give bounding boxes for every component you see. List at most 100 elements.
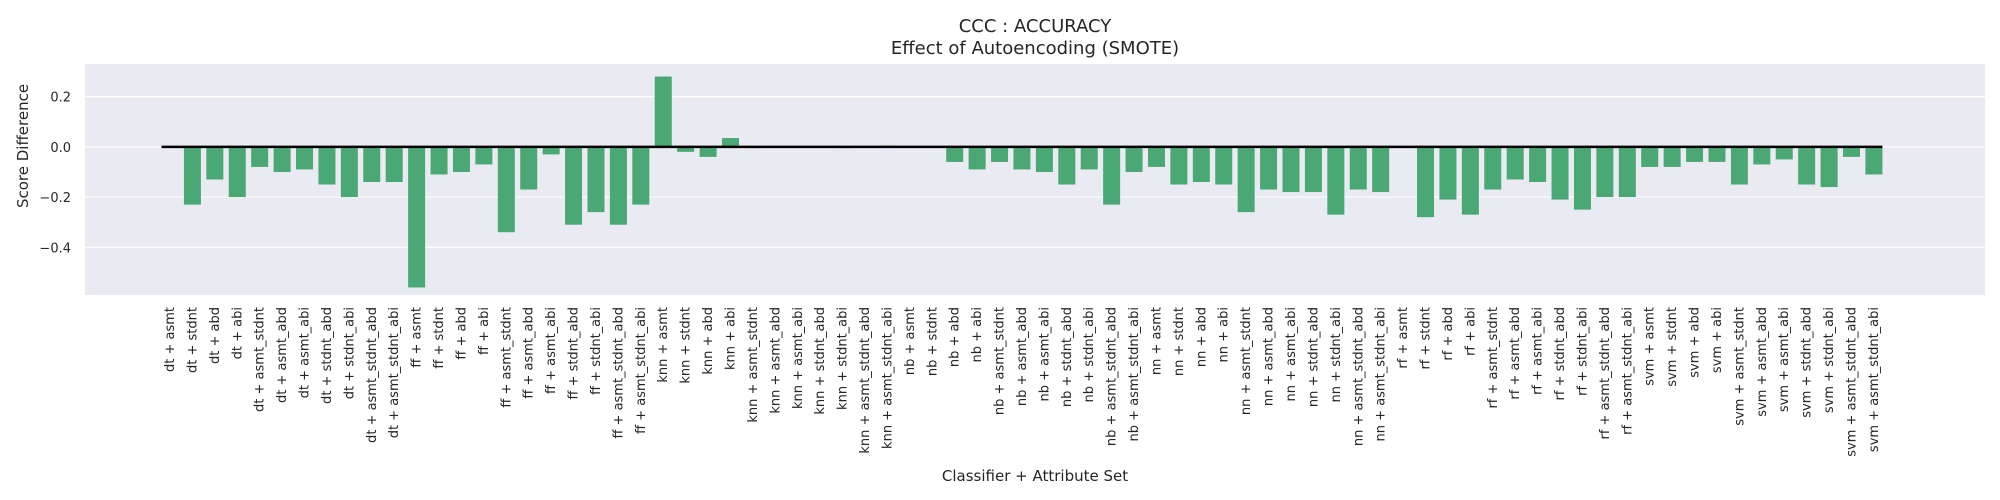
y-tick-label: −0.4 bbox=[39, 241, 71, 256]
bar bbox=[1730, 146, 1748, 185]
x-tick-label: ff + abd bbox=[454, 307, 469, 360]
bar bbox=[452, 146, 470, 172]
x-tick-label: nb + abi bbox=[970, 307, 985, 362]
x-tick-label: nb + asmt_stdnt_abi bbox=[1127, 307, 1142, 441]
bars bbox=[161, 76, 1883, 288]
x-axis-label: Classifier + Attribute Set bbox=[942, 467, 1128, 485]
x-tick-label: rf + asmt_abi bbox=[1531, 307, 1546, 395]
bar bbox=[1237, 146, 1255, 213]
bar bbox=[385, 146, 403, 183]
bar bbox=[1192, 146, 1210, 183]
bar bbox=[1506, 146, 1524, 180]
bar bbox=[1596, 146, 1614, 198]
bar bbox=[1641, 146, 1659, 167]
x-tick-label: knn + stdnt_abd bbox=[813, 307, 828, 415]
x-tick-label: dt + asmt_abi bbox=[298, 307, 313, 398]
x-tick-label: nn + stdnt bbox=[1172, 307, 1187, 376]
x-tick-label: knn + asmt_abi bbox=[791, 307, 806, 409]
bar bbox=[340, 146, 358, 198]
x-tick-label: svm + asmt_stdnt bbox=[1732, 307, 1747, 426]
x-tick-label: knn + asmt_stdnt_abd bbox=[858, 307, 873, 454]
x-tick-label: rf + abd bbox=[1441, 307, 1456, 361]
chart-subtitle: Effect of Autoencoding (SMOTE) bbox=[891, 38, 1179, 59]
bar bbox=[497, 146, 515, 233]
x-tick-label: svm + stdnt_abi bbox=[1822, 307, 1837, 413]
x-tick-label: dt + asmt_stdnt_abi bbox=[387, 307, 402, 438]
bar bbox=[318, 146, 336, 185]
x-tick-label: nn + asmt_abd bbox=[1262, 307, 1277, 406]
x-tick-label: ff + stdnt_abd bbox=[567, 307, 582, 400]
bar bbox=[1103, 146, 1121, 205]
bar bbox=[1349, 146, 1367, 190]
bar bbox=[430, 146, 448, 175]
bar bbox=[1013, 146, 1031, 170]
bar bbox=[520, 146, 538, 190]
bar bbox=[1484, 146, 1502, 190]
x-tick-label: svm + abd bbox=[1688, 307, 1703, 378]
bar bbox=[183, 146, 201, 205]
bar bbox=[722, 138, 739, 147]
bar bbox=[1170, 146, 1188, 185]
x-tick-label: nn + asmt_stdnt_abi bbox=[1374, 307, 1389, 441]
x-tick-label: ff + asmt_stdnt bbox=[499, 307, 514, 408]
x-tick-label: svm + asmt_abd bbox=[1755, 307, 1770, 417]
x-tick-label: knn + asmt_stdnt bbox=[746, 307, 761, 423]
bar bbox=[1663, 146, 1681, 167]
bar bbox=[1529, 146, 1547, 183]
x-tick-label: rf + asmt_stdnt bbox=[1486, 307, 1501, 409]
x-tick-label: dt + stdnt_abi bbox=[342, 307, 357, 399]
x-tick-label: nb + asmt_abd bbox=[1015, 307, 1030, 406]
x-tick-label: svm + abi bbox=[1710, 307, 1725, 373]
x-tick-label: dt + stdnt_abd bbox=[320, 307, 335, 404]
bar bbox=[1775, 146, 1793, 160]
bar bbox=[1686, 146, 1704, 162]
x-tick-label: dt + asmt_stdnt bbox=[253, 307, 268, 412]
x-tick-label: ff + asmt_stdnt_abi bbox=[634, 307, 649, 434]
bar bbox=[1260, 146, 1278, 190]
bar bbox=[1327, 146, 1345, 215]
y-axis-label: Score Difference bbox=[14, 84, 32, 208]
bar bbox=[542, 146, 560, 155]
bar bbox=[1798, 146, 1816, 185]
x-tick-label: rf + asmt_stdnt_abi bbox=[1620, 307, 1635, 435]
x-tick-label: dt + asmt_abd bbox=[275, 307, 290, 403]
bar bbox=[632, 146, 650, 205]
x-tick-label: nn + abd bbox=[1194, 307, 1209, 367]
x-tick-label: knn + stdnt bbox=[679, 307, 694, 384]
bar bbox=[475, 146, 493, 165]
x-tick-label: nn + asmt_stdnt_abd bbox=[1351, 307, 1366, 446]
bar bbox=[654, 76, 672, 147]
y-tick-label: 0.2 bbox=[50, 91, 71, 106]
x-tick-label: rf + stdnt bbox=[1419, 307, 1434, 370]
x-tick-label: svm + asmt bbox=[1643, 307, 1658, 386]
bar bbox=[1753, 146, 1771, 165]
x-tick-label: knn + abi bbox=[724, 307, 739, 370]
x-tick-label: nb + asmt bbox=[903, 307, 918, 375]
bar bbox=[1461, 146, 1479, 215]
bar bbox=[206, 146, 224, 180]
bar bbox=[1035, 146, 1053, 172]
x-tick-label: nb + asmt_stdnt bbox=[993, 307, 1008, 415]
x-tick-label: rf + asmt bbox=[1396, 307, 1411, 369]
bar bbox=[1125, 146, 1143, 172]
bar bbox=[1147, 146, 1165, 167]
bar bbox=[1058, 146, 1076, 185]
x-tick-label: dt + abi bbox=[230, 307, 245, 359]
bar bbox=[363, 146, 381, 183]
x-tick-labels: dt + asmt dt + stdnt dt + abd dt + abi dt + … bbox=[163, 307, 1882, 457]
x-tick-label: svm + asmt_abi bbox=[1777, 307, 1792, 412]
x-tick-label: ff + abi bbox=[477, 307, 492, 355]
x-tick-label: nb + stdnt_abd bbox=[1060, 307, 1075, 407]
x-tick-label: knn + asmt bbox=[656, 307, 671, 383]
bar bbox=[1573, 146, 1591, 210]
x-tick-label: nb + stdnt_abi bbox=[1082, 307, 1097, 402]
bar bbox=[228, 146, 246, 198]
bar bbox=[1417, 146, 1435, 218]
x-tick-label: knn + asmt_stdnt_abi bbox=[880, 307, 895, 449]
x-tick-label: ff + stdnt bbox=[432, 307, 447, 369]
bar bbox=[609, 146, 627, 225]
x-tick-label: ff + asmt_abi bbox=[544, 307, 559, 394]
bar bbox=[1282, 146, 1300, 193]
